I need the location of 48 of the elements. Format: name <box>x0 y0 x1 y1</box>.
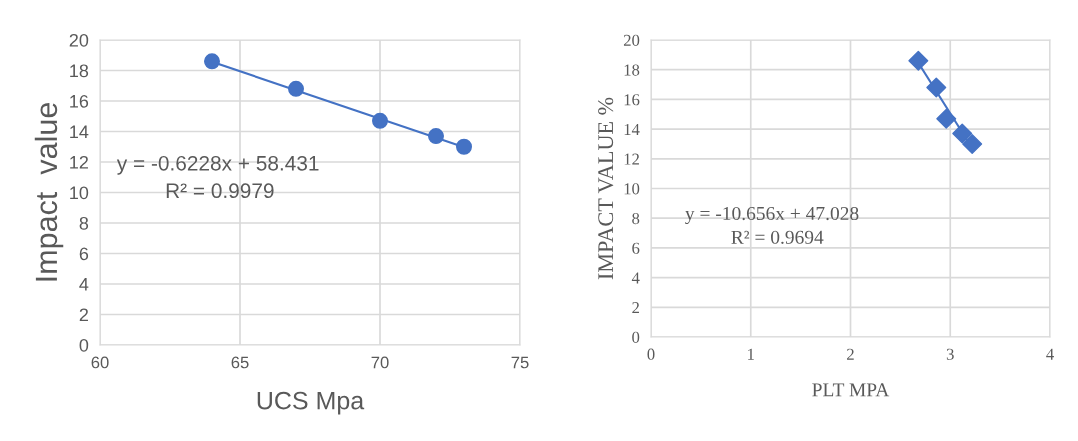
y-axis-title: Impact value <box>34 102 64 281</box>
annotation: R² = 0.9979 <box>166 183 274 199</box>
y-tick-label: 10 <box>70 186 89 200</box>
point <box>908 50 929 71</box>
point <box>204 53 220 70</box>
y-tick-label: 16 <box>624 94 640 106</box>
y-tick-label: 20 <box>69 33 89 47</box>
x-tick-label: 75 <box>511 356 529 369</box>
point <box>372 112 388 129</box>
x-tick-label: 3 <box>946 348 954 360</box>
annotation: y = -0.6228x + 58.431 <box>116 155 319 175</box>
y-tick-label: 14 <box>624 123 640 135</box>
y-tick-label: 16 <box>70 94 89 108</box>
y-tick-label: 0 <box>632 331 640 343</box>
x-tick-label: 70 <box>371 356 389 369</box>
y-tick-label: 4 <box>631 272 640 284</box>
x-tick-label: 2 <box>847 348 854 360</box>
point <box>936 108 957 129</box>
point <box>288 80 304 97</box>
point <box>456 138 472 155</box>
x-tick-label: 1 <box>748 348 754 360</box>
point <box>962 133 983 154</box>
y-tick-label: 2 <box>632 302 639 314</box>
y-tick-label: 8 <box>79 216 89 230</box>
y-tick-label: 6 <box>632 242 640 254</box>
y-tick-label: 2 <box>79 308 88 322</box>
annotation: y = -10.656x + 47.028 <box>685 206 859 225</box>
y-tick-label: 20 <box>623 34 640 46</box>
point <box>952 123 973 144</box>
y-axis-title: IMPACT VALUE % <box>598 97 614 280</box>
x-axis-title: PLT MPA <box>812 383 890 397</box>
x-tick-label: 65 <box>231 356 249 369</box>
x-tick-label: 0 <box>647 348 655 360</box>
y-tick-label: 10 <box>624 183 640 195</box>
y-tick-label: 12 <box>624 153 639 165</box>
x-tick-label: 4 <box>1046 348 1054 360</box>
y-tick-label: 18 <box>624 64 640 76</box>
annotation: R² = 0.9694 <box>731 230 824 244</box>
y-tick-label: 14 <box>70 125 89 139</box>
point <box>428 128 444 145</box>
y-tick-label: 4 <box>79 278 89 291</box>
x-tick-label: 60 <box>91 356 109 369</box>
y-tick-label: 18 <box>70 64 89 78</box>
y-tick-label: 6 <box>79 247 89 261</box>
point <box>926 77 947 98</box>
y-tick-label: 12 <box>70 155 88 169</box>
y-tick-label: 8 <box>632 212 640 225</box>
x-axis-title: UCS Mpa <box>257 391 365 415</box>
